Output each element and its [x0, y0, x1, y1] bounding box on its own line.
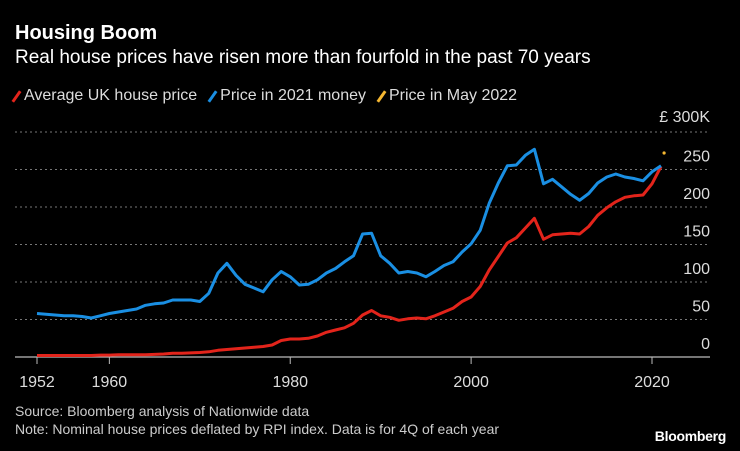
legend-label: Price in May 2022 — [389, 87, 518, 104]
legend-item-2021-money: Price in 2021 money — [207, 87, 366, 105]
x-tick-label: 1980 — [272, 374, 308, 391]
x-tick-label: 2000 — [453, 374, 489, 391]
y-tick-label: 0 — [701, 336, 710, 353]
y-tick-label: 100 — [683, 261, 710, 278]
bloomberg-logo: Bloomberg — [654, 428, 727, 444]
series-line-average-price — [37, 165, 663, 357]
legend-item-may-2022: Price in May 2022 — [376, 87, 518, 105]
series-line-2021-money — [36, 147, 662, 320]
data-point-may-2022 — [662, 151, 666, 155]
y-tick-label: 250 — [683, 149, 710, 166]
y-tick-label: 200 — [683, 186, 710, 203]
footnote: Note: Nominal house prices deflated by R… — [15, 421, 500, 437]
y-tick-label: 50 — [692, 299, 710, 316]
y-tick-label: 150 — [683, 224, 710, 241]
chart-title: Housing Boom — [15, 22, 158, 44]
legend-item-average: Average UK house price — [11, 87, 198, 105]
x-tick-label: 1960 — [92, 374, 128, 391]
legend: Average UK house price Price in 2021 mon… — [11, 87, 518, 105]
x-tick-label: 1952 — [19, 374, 55, 391]
line-chart: 0 50 100 150 200 250 £ 300K 1952 1960 1980 2000 202… — [15, 109, 710, 391]
chart-subtitle: Real house prices have risen more than f… — [15, 47, 591, 68]
legend-label: Price in 2021 money — [220, 87, 366, 104]
legend-label: Average UK house price — [24, 87, 198, 104]
y-tick-label: £ 300K — [659, 109, 710, 126]
source-note: Source: Bloomberg analysis of Nationwide… — [15, 403, 310, 419]
x-tick-label: 2020 — [634, 374, 670, 391]
